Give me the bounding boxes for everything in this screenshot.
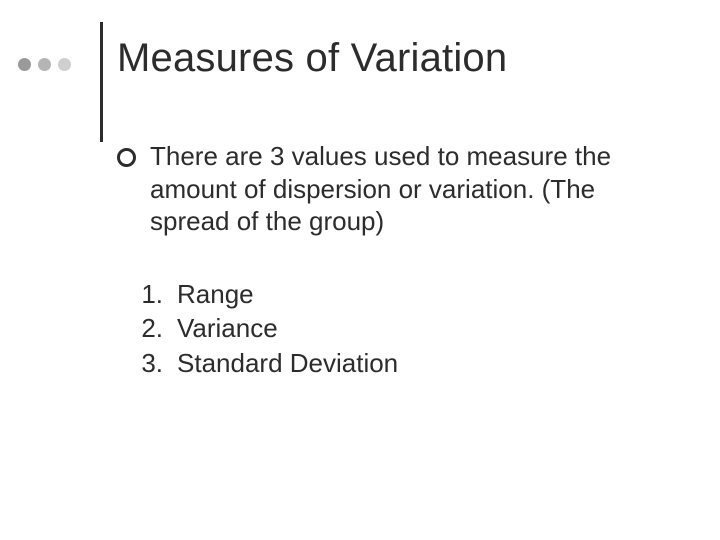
slide-body: There are 3 values used to measure the a… [117,140,637,381]
slide: Measures of Variation There are 3 values… [0,0,720,540]
bullet-icon [117,148,136,167]
list-text: Variance [177,312,278,345]
list-text: Standard Deviation [177,347,398,380]
decorative-dots [18,58,71,71]
list-item: 2. Variance [135,312,637,345]
list-number: 3. [135,347,163,380]
list-item: 1. Range [135,278,637,311]
dot-icon [58,58,71,71]
vertical-divider [100,22,103,142]
numbered-list: 1. Range 2. Variance 3. Standard Deviati… [135,278,637,380]
list-number: 2. [135,312,163,345]
intro-text: There are 3 values used to measure the a… [150,140,637,238]
dot-icon [38,58,51,71]
bullet-item: There are 3 values used to measure the a… [117,140,637,238]
slide-title: Measures of Variation [117,36,507,81]
list-item: 3. Standard Deviation [135,347,637,380]
list-number: 1. [135,278,163,311]
dot-icon [18,58,31,71]
list-text: Range [177,278,254,311]
